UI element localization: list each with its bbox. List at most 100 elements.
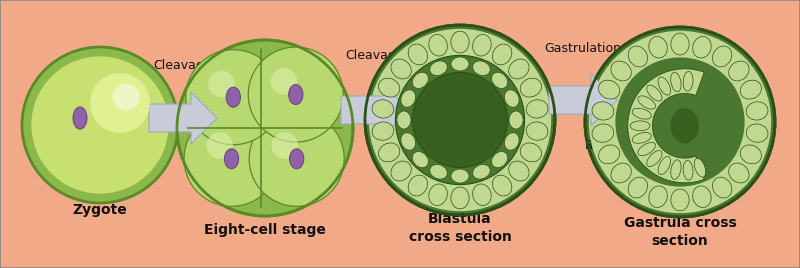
Ellipse shape <box>520 143 542 162</box>
Ellipse shape <box>746 124 768 142</box>
Circle shape <box>589 31 771 213</box>
Ellipse shape <box>713 177 732 198</box>
Ellipse shape <box>429 184 447 206</box>
Ellipse shape <box>412 151 429 168</box>
Ellipse shape <box>592 124 614 142</box>
Ellipse shape <box>740 145 762 164</box>
Text: Zygote: Zygote <box>73 203 127 217</box>
Ellipse shape <box>746 102 768 120</box>
Ellipse shape <box>598 145 620 164</box>
Ellipse shape <box>632 132 651 143</box>
Circle shape <box>365 25 555 215</box>
Ellipse shape <box>372 122 394 140</box>
Ellipse shape <box>505 90 519 107</box>
Ellipse shape <box>473 35 491 56</box>
Ellipse shape <box>430 61 447 76</box>
Circle shape <box>22 47 178 203</box>
Ellipse shape <box>372 100 394 118</box>
Ellipse shape <box>73 107 87 129</box>
Ellipse shape <box>473 184 491 206</box>
Ellipse shape <box>658 157 670 175</box>
Ellipse shape <box>473 61 490 76</box>
FancyArrow shape <box>549 74 617 126</box>
Ellipse shape <box>646 85 662 101</box>
Ellipse shape <box>226 87 241 107</box>
Ellipse shape <box>491 151 508 168</box>
Circle shape <box>369 29 551 211</box>
Ellipse shape <box>649 36 667 58</box>
FancyArrow shape <box>341 84 409 136</box>
Ellipse shape <box>429 35 447 56</box>
Ellipse shape <box>491 72 508 88</box>
Ellipse shape <box>391 59 411 79</box>
Ellipse shape <box>683 71 693 91</box>
Circle shape <box>271 132 298 159</box>
Ellipse shape <box>520 78 542 97</box>
Ellipse shape <box>378 143 400 162</box>
Ellipse shape <box>693 186 711 207</box>
Text: Blastopore: Blastopore <box>585 139 655 151</box>
Circle shape <box>585 27 775 217</box>
Circle shape <box>184 111 279 206</box>
Circle shape <box>90 73 150 133</box>
Ellipse shape <box>401 133 415 150</box>
Ellipse shape <box>408 44 427 65</box>
Circle shape <box>615 57 745 187</box>
Ellipse shape <box>611 61 631 81</box>
Ellipse shape <box>397 111 411 129</box>
FancyArrow shape <box>149 92 217 144</box>
Ellipse shape <box>378 78 400 97</box>
Circle shape <box>249 111 344 206</box>
Ellipse shape <box>391 161 411 181</box>
Text: Cleavage: Cleavage <box>154 58 212 72</box>
Ellipse shape <box>628 46 647 67</box>
Circle shape <box>208 70 234 97</box>
Ellipse shape <box>509 161 529 181</box>
Ellipse shape <box>729 61 749 81</box>
Ellipse shape <box>694 158 706 177</box>
Ellipse shape <box>658 77 670 95</box>
Ellipse shape <box>611 163 631 183</box>
Ellipse shape <box>598 80 620 99</box>
Polygon shape <box>628 69 704 183</box>
Ellipse shape <box>683 161 693 180</box>
Ellipse shape <box>451 169 469 183</box>
Circle shape <box>177 40 353 216</box>
Ellipse shape <box>289 85 303 105</box>
Ellipse shape <box>638 96 655 109</box>
Circle shape <box>413 73 507 168</box>
Ellipse shape <box>473 165 490 179</box>
Ellipse shape <box>740 80 762 99</box>
Ellipse shape <box>592 102 614 120</box>
Text: Blastula
cross section: Blastula cross section <box>409 212 511 244</box>
Circle shape <box>248 47 343 142</box>
Ellipse shape <box>526 122 548 140</box>
Circle shape <box>206 132 233 159</box>
Ellipse shape <box>408 175 427 196</box>
Ellipse shape <box>412 72 429 88</box>
Ellipse shape <box>290 149 304 169</box>
Ellipse shape <box>509 111 523 129</box>
Ellipse shape <box>628 177 647 198</box>
Circle shape <box>395 55 525 185</box>
Text: Eight-cell stage: Eight-cell stage <box>204 223 326 237</box>
Ellipse shape <box>670 72 681 92</box>
Circle shape <box>186 50 281 145</box>
Text: Gastrulation: Gastrulation <box>545 42 622 54</box>
Polygon shape <box>670 108 699 144</box>
Ellipse shape <box>632 108 651 119</box>
Ellipse shape <box>638 143 655 156</box>
Ellipse shape <box>451 187 469 209</box>
Ellipse shape <box>493 175 512 196</box>
Ellipse shape <box>526 100 548 118</box>
Ellipse shape <box>646 151 662 166</box>
Ellipse shape <box>630 121 650 131</box>
Ellipse shape <box>451 57 469 71</box>
Ellipse shape <box>493 44 512 65</box>
Circle shape <box>270 68 298 95</box>
Ellipse shape <box>729 163 749 183</box>
Ellipse shape <box>649 186 667 207</box>
Ellipse shape <box>670 160 681 179</box>
Ellipse shape <box>713 46 732 67</box>
Ellipse shape <box>430 165 447 179</box>
